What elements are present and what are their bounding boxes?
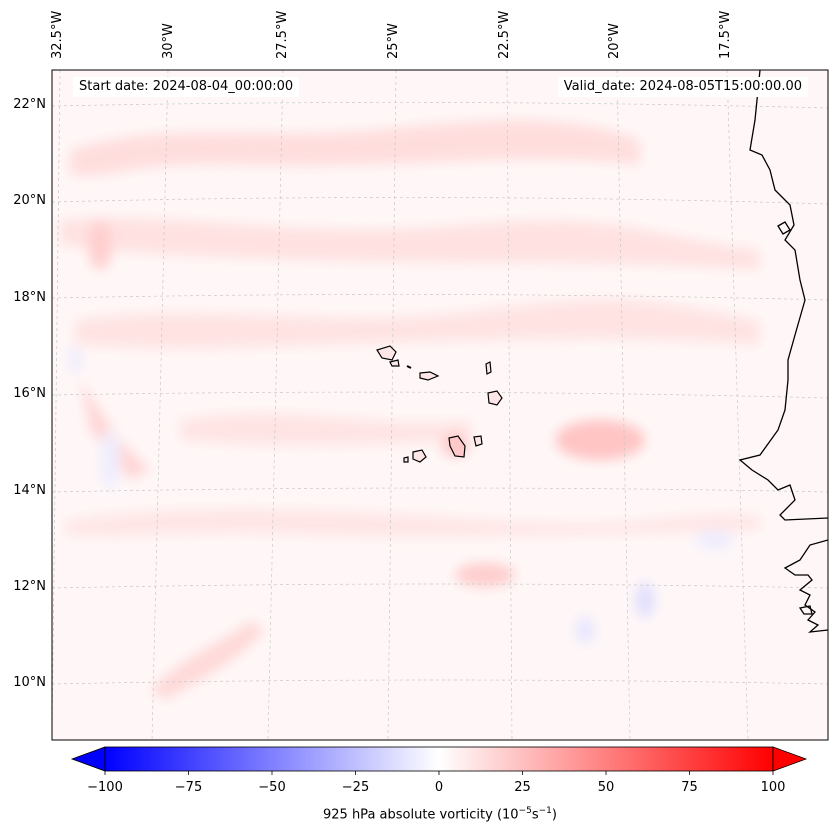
colorbar-tick: 100 [760, 780, 786, 795]
colorbar-tick: 50 [597, 780, 615, 795]
colorbar-max-extend [772, 746, 808, 772]
colorbar [70, 746, 808, 775]
colorbar-label-exp2: −1 [538, 806, 552, 816]
vorticity-field [52, 70, 828, 740]
lat-label-16n: 16°N [13, 386, 46, 401]
colorbar-label-mid: s [531, 807, 539, 823]
map-frame [51, 69, 829, 741]
colorbar-tick: 25 [514, 780, 531, 795]
gridlines [52, 70, 828, 740]
start-date-label: Start date: 2024-08-04_00:00:00 [73, 77, 300, 97]
lon-label-17-5w: 17.5°W [718, 10, 733, 59]
cape-verde-islands [376, 345, 503, 463]
coastline [738, 70, 828, 633]
lon-label-25w: 25°W [386, 23, 401, 59]
lat-label-10n: 10°N [13, 675, 46, 690]
lon-label-32-5w: 32.5°W [50, 10, 65, 59]
lat-label-12n: 12°N [13, 579, 46, 594]
lat-label-20n: 20°N [13, 193, 46, 208]
colorbar-tick: 0 [434, 780, 444, 795]
lon-label-20w: 20°W [607, 23, 622, 59]
colorbar-label: 925 hPa absolute vorticity (10−5s−1) [0, 806, 837, 822]
valid-date-label: Valid_date: 2024-08-05T15:00:00.00 [557, 77, 808, 97]
colorbar-label-text: 925 hPa absolute vorticity (10 [323, 807, 519, 823]
lat-label-18n: 18°N [13, 290, 46, 305]
colorbar-label-end: ) [551, 807, 557, 823]
lat-label-22n: 22°N [13, 97, 46, 112]
colorbar-tick: −100 [87, 780, 123, 795]
colorbar-tick: −75 [174, 780, 203, 795]
colorbar-min-extend [70, 746, 106, 772]
lon-label-27-5w: 27.5°W [275, 10, 290, 59]
colorbar-label-exp1: −5 [518, 806, 532, 816]
lon-label-22-5w: 22.5°W [497, 10, 512, 59]
colorbar-tick: 75 [681, 780, 698, 795]
lat-label-14n: 14°N [13, 483, 46, 498]
lon-label-30w: 30°W [161, 23, 176, 59]
colorbar-bar [104, 746, 774, 772]
colorbar-tick: −25 [341, 780, 370, 795]
colorbar-tick: −50 [258, 780, 286, 795]
